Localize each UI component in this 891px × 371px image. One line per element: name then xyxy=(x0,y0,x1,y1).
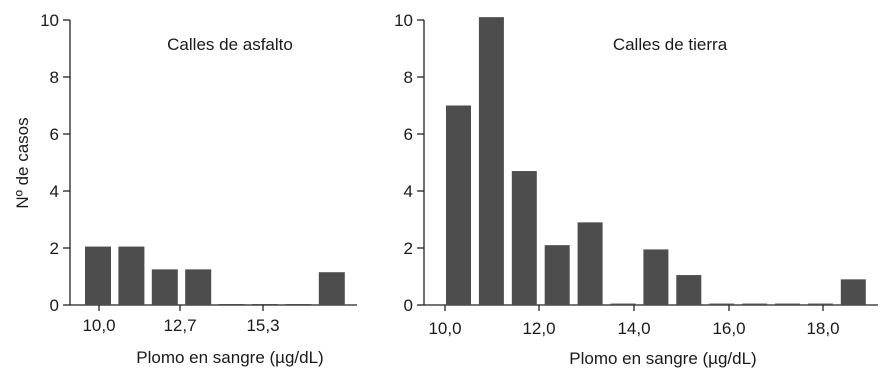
y-axis-ticks: 0 2 4 6 8 10 xyxy=(394,11,424,315)
bar xyxy=(285,304,312,305)
y-tick-label: 10 xyxy=(40,11,59,30)
bar xyxy=(185,269,212,305)
bar xyxy=(577,222,603,305)
x-axis-title: Plomo en sangre (µg/dL) xyxy=(136,348,323,367)
panel-tierra: Calles de tierra 0 2 4 6 8 10 10,0 12,0 14,0 16,… xyxy=(394,11,878,368)
bar xyxy=(511,171,537,305)
y-tick-label: 10 xyxy=(394,11,413,30)
bar xyxy=(252,304,278,305)
y-tick-label: 8 xyxy=(50,68,59,87)
bar xyxy=(807,303,833,305)
bar xyxy=(775,303,800,305)
x-tick-label: 10,0 xyxy=(428,319,461,338)
x-tick-label: 16,0 xyxy=(712,319,745,338)
y-axis-title: Nº de casos xyxy=(13,117,32,208)
bar xyxy=(643,249,669,305)
x-tick-label: 18,0 xyxy=(806,319,839,338)
panel-title: Calles de asfalto xyxy=(167,35,293,54)
x-tick-label: 12,0 xyxy=(522,319,555,338)
x-tick-label: 10,0 xyxy=(82,316,115,335)
bar xyxy=(118,246,145,305)
x-tick-label: 15,3 xyxy=(246,316,279,335)
x-axis-ticks: 10,0 12,0 14,0 16,0 18,0 xyxy=(428,305,840,338)
panel-title: Calles de tierra xyxy=(613,35,728,54)
bar xyxy=(151,269,178,305)
x-axis-title: Plomo en sangre (µg/dL) xyxy=(569,349,756,368)
y-tick-label: 4 xyxy=(404,182,413,201)
panel-asfalto: Calles de asfalto Nº de casos 0 2 4 6 8 10 10… xyxy=(13,11,357,367)
bar xyxy=(676,275,702,305)
bar xyxy=(446,105,471,305)
bar xyxy=(85,246,111,305)
bar xyxy=(709,303,735,305)
bar xyxy=(218,304,245,305)
y-tick-label: 4 xyxy=(50,182,59,201)
y-tick-label: 2 xyxy=(50,239,59,258)
y-tick-label: 8 xyxy=(404,68,413,87)
y-tick-label: 6 xyxy=(50,125,59,144)
x-axis-ticks: 10,0 12,7 15,3 xyxy=(82,305,280,335)
bar xyxy=(478,17,504,306)
bar xyxy=(544,245,570,305)
bars xyxy=(446,17,866,306)
y-tick-label: 0 xyxy=(50,296,59,315)
bar xyxy=(840,279,866,305)
x-tick-label: 14,0 xyxy=(617,319,650,338)
y-tick-label: 2 xyxy=(404,239,413,258)
y-tick-label: 6 xyxy=(404,125,413,144)
y-tick-label: 0 xyxy=(404,296,413,315)
bar xyxy=(318,272,345,305)
bar xyxy=(742,303,768,305)
bars xyxy=(85,246,345,305)
y-axis-ticks: 0 2 4 6 8 10 xyxy=(40,11,70,315)
x-tick-label: 12,7 xyxy=(163,316,196,335)
bar xyxy=(610,303,636,305)
